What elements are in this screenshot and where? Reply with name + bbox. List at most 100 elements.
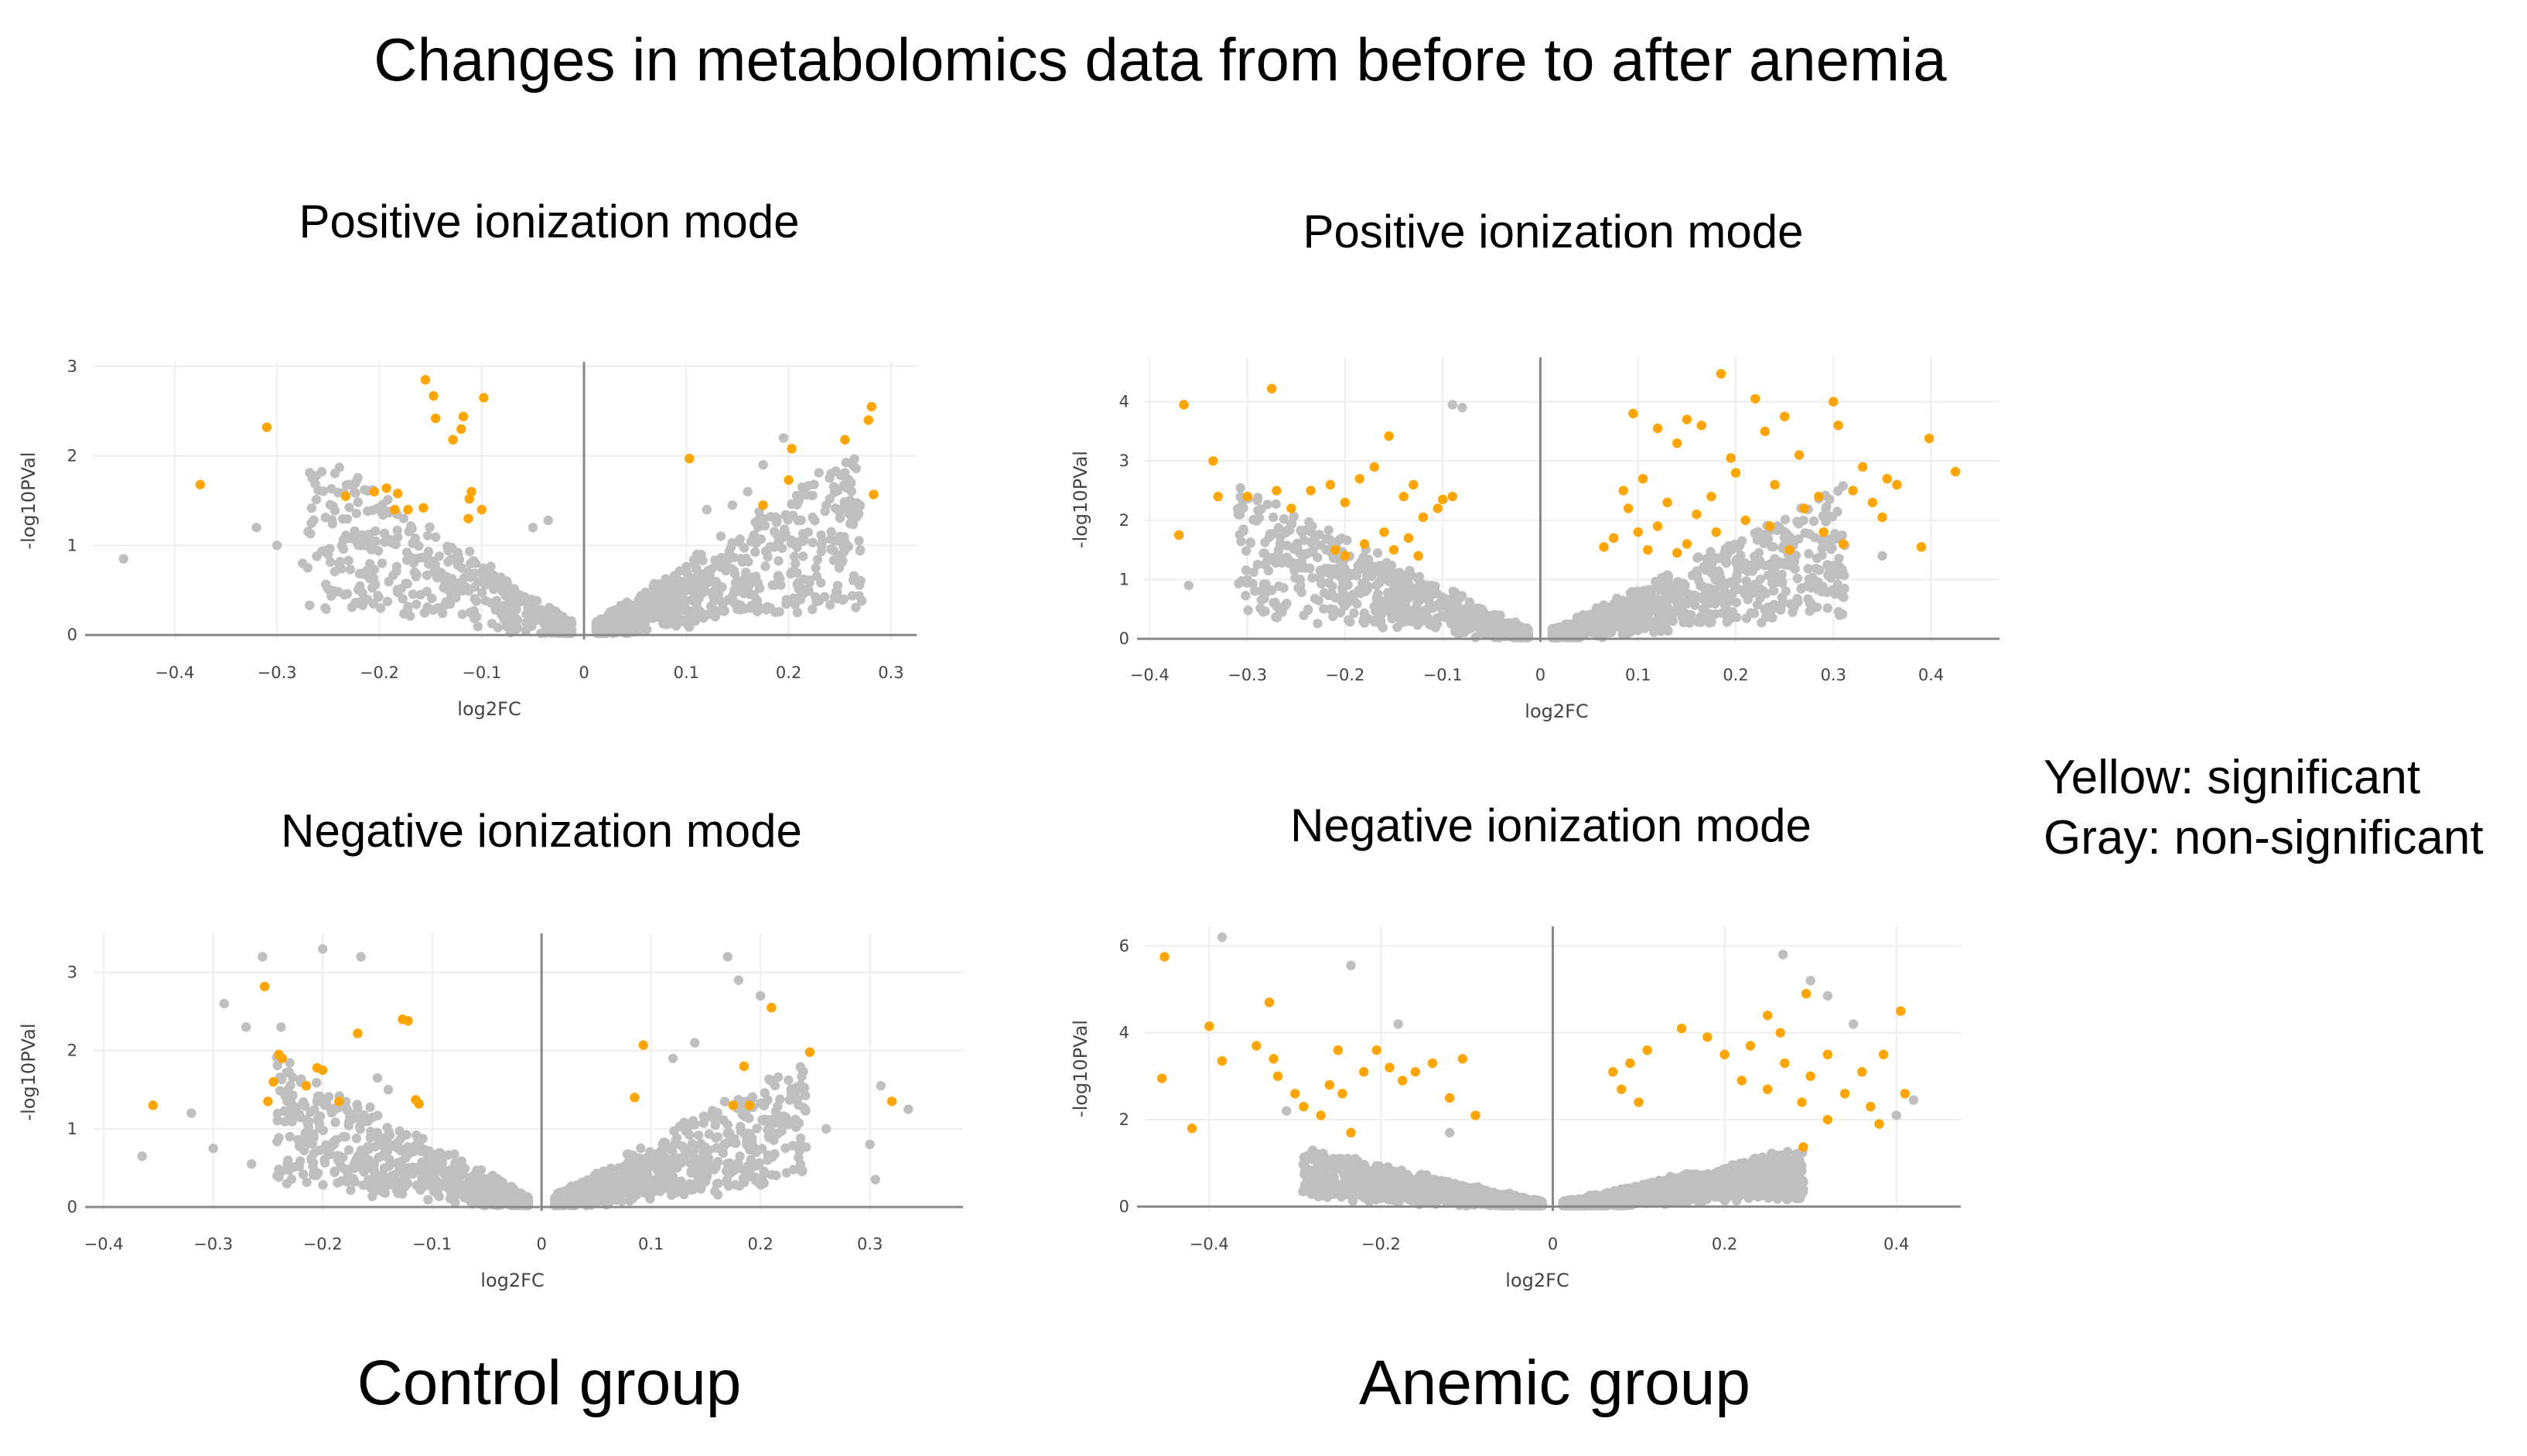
nonsignificant-point [1296, 580, 1306, 591]
nonsignificant-point [1805, 529, 1815, 539]
nonsignificant-point [353, 540, 364, 551]
nonsignificant-point [415, 590, 425, 600]
nonsignificant-point [531, 595, 542, 606]
significant-point [340, 491, 350, 501]
nonsignificant-point [344, 503, 354, 513]
nonsignificant-point [606, 1163, 616, 1174]
nonsignificant-point [275, 1086, 285, 1096]
nonsignificant-point [1768, 585, 1779, 596]
x-tick-label: 0 [579, 663, 589, 682]
nonsignificant-point [317, 944, 328, 954]
nonsignificant-point [797, 1072, 807, 1082]
significant-point [414, 1099, 424, 1109]
nonsignificant-point [801, 1090, 811, 1101]
nonsignificant-point [511, 624, 522, 634]
significant-point [1848, 486, 1858, 496]
nonsignificant-point [398, 594, 408, 604]
nonsignificant-point [391, 539, 401, 550]
nonsignificant-point [793, 1085, 804, 1095]
significant-point [1916, 542, 1927, 552]
nonsignificant-point [689, 1144, 699, 1154]
nonsignificant-point [487, 1182, 497, 1192]
nonsignificant-point [1323, 525, 1334, 535]
nonsignificant-point [679, 1189, 689, 1199]
nonsignificant-point [360, 485, 370, 495]
nonsignificant-point [1676, 578, 1686, 589]
nonsignificant-point [852, 498, 862, 508]
nonsignificant-point [476, 568, 487, 578]
scatter-control-positive: −0.4 −0.3 −0.2 −0.1 0 0.1 0.2 0.30123log2FC-log… [18, 357, 917, 720]
nonsignificant-point [811, 563, 821, 573]
significant-point [1829, 397, 1839, 407]
nonsignificant-point [847, 591, 858, 601]
significant-point [1637, 473, 1648, 484]
significant-point [393, 489, 403, 499]
nonsignificant-point [493, 622, 504, 633]
nonsignificant-point [751, 1161, 761, 1171]
nonsignificant-point [699, 611, 709, 622]
nonsignificant-point [1235, 482, 1245, 493]
nonsignificant-point [366, 544, 377, 555]
nonsignificant-point [793, 516, 803, 526]
nonsignificant-point [1701, 554, 1712, 564]
nonsignificant-point [1403, 587, 1413, 598]
nonsignificant-point [1767, 605, 1777, 615]
nonsignificant-point [294, 1109, 305, 1120]
nonsignificant-point [1339, 598, 1349, 609]
x-tick-label: −0.1 [412, 1235, 452, 1253]
nonsignificant-point [1717, 608, 1727, 619]
significant-point [1413, 551, 1423, 561]
nonsignificant-point [539, 619, 550, 629]
significant-point [261, 422, 272, 432]
nonsignificant-point [685, 575, 695, 586]
nonsignificant-point [801, 1105, 811, 1115]
nonsignificant-point [321, 1140, 331, 1151]
nonsignificant-point [614, 1182, 624, 1192]
significant-point [1618, 486, 1628, 496]
nonsignificant-point [1352, 598, 1362, 609]
nonsignificant-point [1372, 547, 1383, 558]
nonsignificant-point [241, 1022, 251, 1032]
significant-point [1706, 491, 1716, 502]
nonsignificant-point [1721, 555, 1731, 566]
nonsignificant-point [798, 551, 808, 561]
significant-point [1750, 394, 1760, 404]
nonsignificant-point [443, 1176, 453, 1187]
significant-point [1682, 539, 1692, 549]
nonsignificant-point [784, 1119, 794, 1130]
nonsignificant-point [1368, 568, 1378, 579]
nonsignificant-point [838, 480, 849, 490]
nonsignificant-point [639, 590, 649, 601]
significant-point [1726, 453, 1736, 463]
significant-point [448, 435, 458, 445]
nonsignificant-point [1273, 523, 1284, 533]
nonsignificant-point [797, 1165, 808, 1176]
x-tick-label: 0.3 [878, 663, 903, 682]
significant-point [1213, 491, 1223, 502]
nonsignificant-point [851, 602, 861, 612]
significant-point [1760, 426, 1771, 437]
nonsignificant-point [1818, 511, 1828, 521]
nonsignificant-point [301, 1115, 312, 1125]
x-tick-label: −0.2 [1325, 666, 1364, 684]
nonsignificant-point [1359, 608, 1369, 619]
nonsignificant-point [343, 1145, 354, 1155]
significant-point [1858, 462, 1868, 472]
nonsignificant-point [1258, 548, 1269, 558]
nonsignificant-point [373, 503, 383, 513]
nonsignificant-point [341, 1096, 351, 1106]
y-axis-label: -log10PVal [1070, 451, 1091, 548]
nonsignificant-point [318, 1180, 328, 1190]
nonsignificant-point [781, 1168, 792, 1178]
nonsignificant-point [272, 1137, 282, 1147]
nonsignificant-point [722, 952, 732, 962]
nonsignificant-point [1313, 619, 1323, 629]
nonsignificant-point [1596, 617, 1607, 627]
nonsignificant-point [1398, 598, 1409, 608]
nonsignificant-point [743, 486, 753, 497]
nonsignificant-point [367, 583, 377, 593]
nonsignificant-point [662, 575, 673, 585]
significant-point [369, 486, 380, 497]
x-tick-label: 0.1 [674, 663, 699, 682]
